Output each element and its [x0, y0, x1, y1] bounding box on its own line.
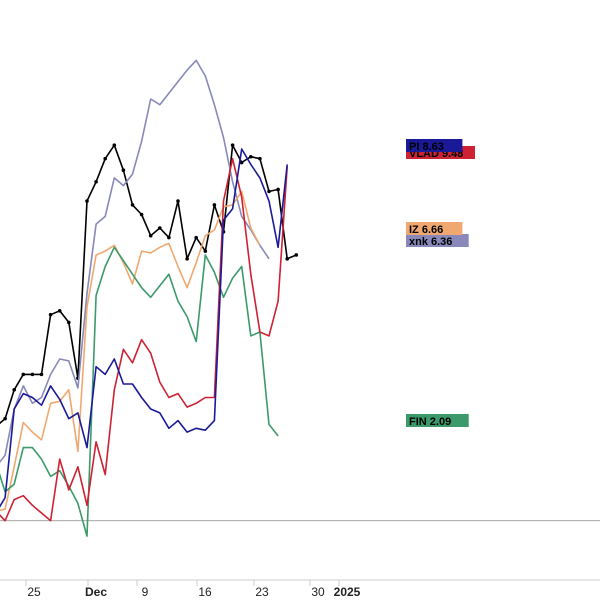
- value-label-text: IZ 6.66: [409, 224, 443, 236]
- series-point: [3, 416, 7, 421]
- value-label-fin: FIN 2.09: [406, 414, 469, 428]
- series-point: [94, 179, 98, 184]
- value-label-box: [406, 139, 463, 152]
- x-tick-label: 9: [142, 585, 149, 599]
- series-point: [48, 312, 53, 317]
- series-point: [21, 372, 26, 377]
- series-point: [158, 226, 162, 230]
- x-tick-label: 16: [198, 585, 212, 599]
- value-label-box: [406, 414, 469, 427]
- series-point: [39, 372, 44, 377]
- series-point: [267, 189, 271, 194]
- series-line-iz: [0, 190, 261, 512]
- series-line-xnk: [0, 59, 270, 464]
- series-point: [230, 143, 235, 147]
- series-point: [148, 233, 153, 238]
- series-point: [203, 249, 208, 253]
- series-point: [121, 168, 126, 173]
- series-line-fin: [0, 246, 279, 537]
- x-tick-label: 30: [311, 585, 325, 599]
- value-label-text: FIN 2.09: [409, 416, 451, 428]
- value-label-iz: IZ 6.66: [406, 222, 463, 236]
- x-tick-label: 25: [27, 585, 41, 599]
- series-point: [249, 154, 253, 159]
- series-point: [194, 235, 198, 240]
- x-tick-label: 23: [255, 585, 269, 599]
- series-point: [12, 387, 16, 392]
- series-point: [167, 235, 171, 240]
- value-label-pi: PI 8.63: [406, 139, 463, 153]
- series-point: [30, 372, 35, 377]
- series-point: [112, 143, 117, 147]
- series-point: [103, 156, 107, 161]
- series-point: [185, 257, 189, 261]
- series-point: [130, 203, 135, 207]
- series-point: [139, 212, 144, 217]
- series-point: [285, 257, 290, 261]
- value-label-box: [406, 222, 463, 235]
- series-point: [294, 253, 299, 257]
- value-label-box: [406, 234, 469, 247]
- series-point: [176, 199, 180, 203]
- series-point: [57, 309, 62, 313]
- x-tick-label: 2025: [334, 585, 361, 599]
- series-point: [85, 199, 89, 203]
- series-line-vlad: [0, 157, 288, 522]
- series-point: [212, 203, 217, 207]
- value-label-text: xnk 6.36: [409, 236, 452, 248]
- series-point: [276, 187, 280, 192]
- series-line-black: [0, 144, 297, 425]
- x-tick-label: Dec: [85, 585, 107, 599]
- series-point: [67, 320, 71, 325]
- series-line-pi: [0, 148, 288, 508]
- value-label-text: PI 8.63: [409, 141, 444, 153]
- series-point: [239, 160, 244, 165]
- series-point: [258, 156, 262, 161]
- value-label-xnk: xnk 6.36: [406, 234, 469, 248]
